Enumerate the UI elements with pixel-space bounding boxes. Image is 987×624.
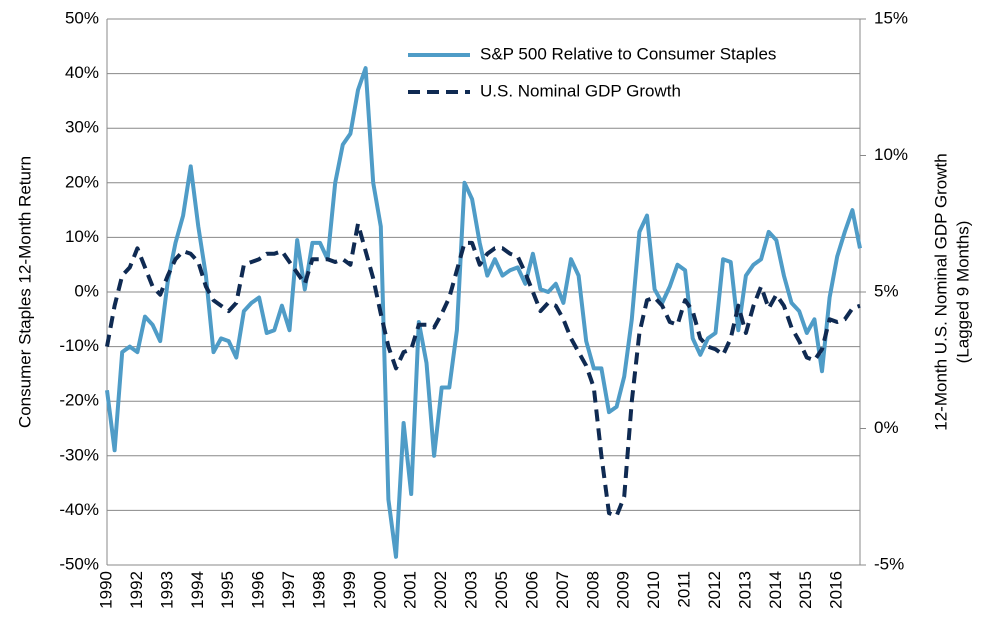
y-tick-label: 30% bbox=[65, 118, 99, 137]
y2-tick-label: 10% bbox=[874, 145, 908, 164]
y2-tick-label: 0% bbox=[874, 418, 899, 437]
x-tick-label: 2016 bbox=[827, 571, 846, 609]
x-tick-label: 1999 bbox=[340, 571, 359, 609]
y-tick-label: -10% bbox=[59, 336, 99, 355]
y-tick-label: -40% bbox=[59, 500, 99, 519]
x-tick-label: 2000 bbox=[370, 571, 389, 609]
x-tick-label: 2010 bbox=[644, 571, 663, 609]
x-tick-label: 1992 bbox=[127, 571, 146, 609]
x-tick-label: 2001 bbox=[401, 571, 420, 609]
x-tick-label: 2003 bbox=[462, 571, 481, 609]
x-tick-label: 1993 bbox=[157, 571, 176, 609]
x-tick-label: 1995 bbox=[218, 571, 237, 609]
x-tick-label: 2008 bbox=[583, 571, 602, 609]
x-tick-label: 2002 bbox=[431, 571, 450, 609]
x-tick-label: 2014 bbox=[766, 571, 785, 609]
y2-axis-label: (Lagged 9 Months) bbox=[953, 221, 972, 364]
x-tick-label: 1998 bbox=[309, 571, 328, 609]
x-tick-label: 2012 bbox=[705, 571, 724, 609]
x-tick-label: 2006 bbox=[522, 571, 541, 609]
x-tick-label: 2013 bbox=[735, 571, 754, 609]
series-line bbox=[105, 221, 861, 518]
y-tick-label: 50% bbox=[65, 8, 99, 27]
x-tick-label: 1994 bbox=[188, 571, 207, 609]
x-tick-label: 1997 bbox=[279, 571, 298, 609]
y-tick-label: 20% bbox=[65, 172, 99, 191]
x-tick-label: 2007 bbox=[553, 571, 572, 609]
y-tick-label: -20% bbox=[59, 391, 99, 410]
x-tick-label: 1990 bbox=[96, 571, 115, 609]
x-tick-label: 2009 bbox=[614, 571, 633, 609]
series-line bbox=[105, 66, 862, 559]
y-tick-label: -50% bbox=[59, 554, 99, 573]
y2-axis-label: 12-Month U.S. Nominal GDP Growth bbox=[931, 153, 950, 430]
x-tick-label: 2011 bbox=[675, 571, 694, 608]
legend-label: U.S. Nominal GDP Growth bbox=[480, 81, 681, 100]
y-axis-label: Consumer Staples 12-Month Return bbox=[15, 156, 34, 428]
y2-tick-label: 5% bbox=[874, 281, 899, 300]
y-tick-label: -30% bbox=[59, 445, 99, 464]
x-tick-label: 2015 bbox=[796, 571, 815, 609]
x-tick-label: 1996 bbox=[249, 571, 268, 609]
y2-tick-label: 15% bbox=[874, 8, 908, 27]
y2-tick-label: -5% bbox=[874, 554, 904, 573]
y-tick-label: 0% bbox=[74, 281, 99, 300]
x-tick-label: 2005 bbox=[492, 571, 511, 609]
legend-label: S&P 500 Relative to Consumer Staples bbox=[480, 44, 776, 63]
y-tick-label: 40% bbox=[65, 63, 99, 82]
y-tick-label: 10% bbox=[65, 227, 99, 246]
